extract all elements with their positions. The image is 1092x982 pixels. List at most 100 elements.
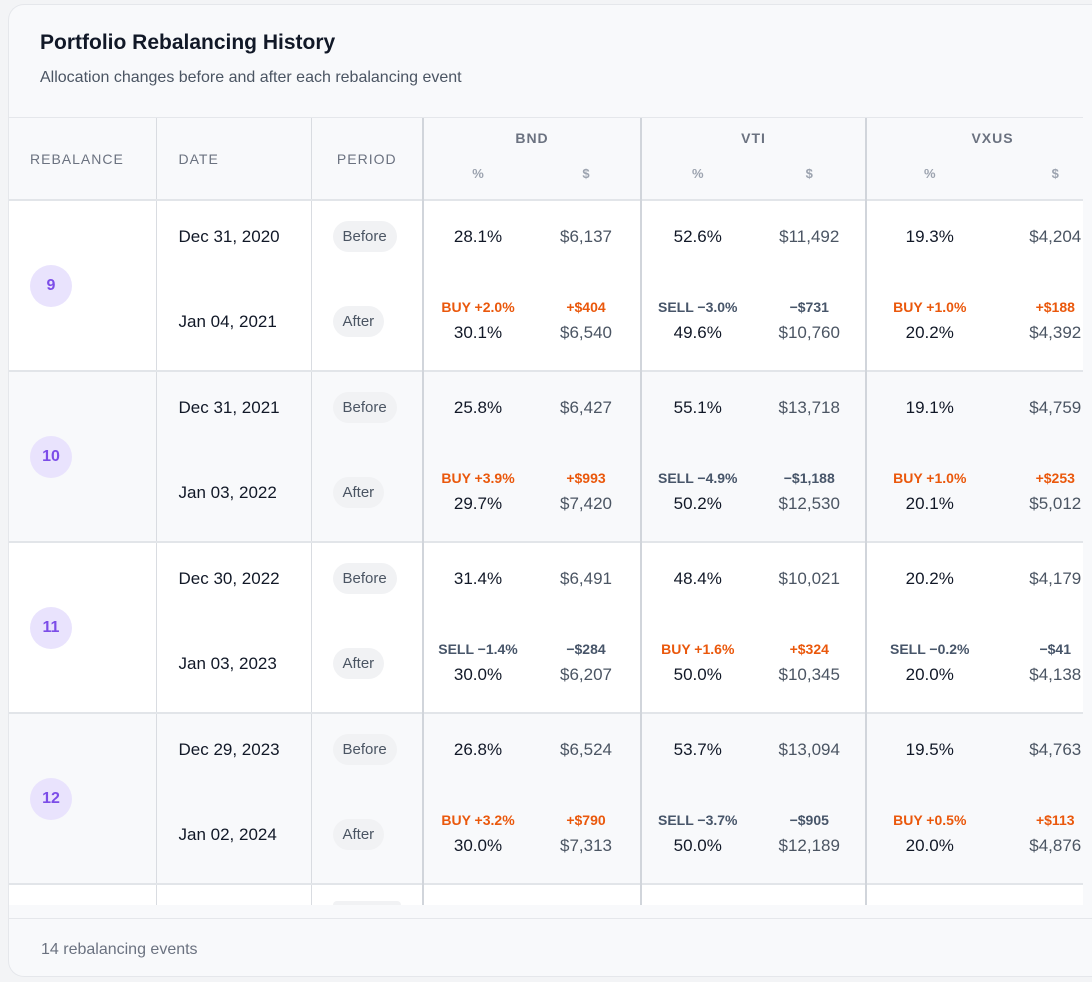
before-date: Dec 31, 2020 (178, 227, 280, 246)
vti-cell: 55.1% $13,718 SELL −4.9% −$1,188 50.2% $12,53… (641, 371, 867, 542)
col-group-bnd: BND% $ (423, 118, 642, 200)
trade-percent-change: SELL −1.4% (438, 641, 518, 657)
vxus-cell: 19.5% $4,763 BUY +0.5% +$113 20.0% $4,876 (866, 713, 1083, 884)
page-title: Portfolio Rebalancing History (40, 31, 336, 54)
before-amount: $4,759 (1029, 398, 1082, 417)
table-footer: 14 rebalancing events (9, 918, 1092, 977)
date-cell: Dec 31, 2021 Jan 03, 2022 (156, 371, 312, 542)
after-percent: 50.2% (673, 494, 722, 513)
before-percent: 26.8% (453, 740, 503, 759)
before-pill: Before (332, 563, 397, 594)
col-header-date[interactable]: DATE (156, 118, 312, 200)
after-amount: $10,345 (778, 665, 840, 684)
trade-amount-change: −$905 (789, 812, 829, 828)
rebalance-number-badge: 9 (30, 264, 72, 307)
before-percent: 52.6% (673, 227, 722, 246)
before-amount: $6,137 (560, 227, 612, 246)
bnd-cell: 31.4% $6,491 SELL −1.4% −$284 30.0% $6,207 (423, 542, 642, 713)
date-cell: Dec 29, 2023 Jan 02, 2024 (156, 713, 312, 884)
bnd-cell: 26.8% $6,524 BUY +3.2% +$790 30.0% $7,313 (423, 713, 642, 884)
bnd-cell: 25.8% $6,427 BUY +3.9% +$993 29.7% $7,420 (423, 371, 642, 542)
trade-percent-change: SELL −3.0% (657, 299, 738, 315)
before-amount: $10,021 (778, 569, 840, 588)
before-amount: $6,524 (560, 740, 612, 759)
rebalancing-card: Portfolio Rebalancing History Allocation… (8, 4, 1092, 977)
table-scroll-container[interactable]: REBALANCE DATE PERIOD BND% $ VTI% $ VXUS% $ 9 Dec… (9, 117, 1083, 918)
after-percent: 20.0% (905, 665, 954, 684)
asset-name: BND (515, 130, 549, 146)
before-date: Dec 31, 2021 (178, 398, 280, 417)
after-amount: $4,392 (1029, 323, 1082, 342)
after-amount: $4,876 (1029, 836, 1082, 855)
before-percent: 19.3% (905, 227, 954, 246)
before-amount: $4,204 (1029, 227, 1082, 246)
table-row[interactable]: 10 Dec 31, 2021 Jan 03, 2022 Before After 25.… (9, 371, 1083, 542)
before-amount: $4,763 (1029, 740, 1082, 759)
after-amount: $5,012 (1029, 494, 1082, 513)
after-date: Jan 04, 2021 (178, 312, 277, 331)
table-row-partial (9, 884, 1083, 905)
table-row[interactable]: 9 Dec 31, 2020 Jan 04, 2021 Before After 28.1… (9, 200, 1083, 371)
after-percent: 20.0% (905, 836, 954, 855)
before-percent: 25.8% (453, 398, 503, 417)
trade-percent-change: SELL −3.7% (657, 812, 738, 828)
after-percent: 30.1% (453, 323, 503, 342)
vti-cell: 48.4% $10,021 BUY +1.6% +$324 50.0% $10,345 (641, 542, 867, 713)
col-group-vxus: VXUS% $ (866, 118, 1083, 200)
before-pill: Before (332, 734, 397, 765)
col-group-vti: VTI% $ (641, 118, 867, 200)
period-cell: Before After (311, 371, 424, 542)
before-percent: 31.4% (453, 569, 503, 588)
before-percent: 55.1% (673, 398, 722, 417)
after-percent: 20.1% (905, 494, 954, 513)
before-pill: Before (332, 221, 397, 252)
after-amount: $7,420 (560, 494, 612, 513)
after-percent: 20.2% (905, 323, 954, 342)
after-pill: After (332, 477, 385, 508)
after-amount: $7,313 (560, 836, 612, 855)
before-pill-partial (332, 901, 401, 905)
trade-amount-change: +$404 (566, 299, 606, 315)
before-amount: $13,718 (778, 398, 840, 417)
trade-amount-change: +$253 (1035, 470, 1075, 486)
before-amount: $6,427 (560, 398, 612, 417)
subheader-percent: % (923, 166, 936, 181)
col-header-rebalance[interactable]: REBALANCE (9, 118, 157, 200)
rebalance-cell: 12 (9, 713, 157, 884)
before-pill: Before (332, 392, 397, 423)
after-date: Jan 02, 2024 (178, 825, 277, 844)
trade-percent-change: BUY +3.2% (441, 812, 515, 828)
table-row[interactable]: 12 Dec 29, 2023 Jan 02, 2024 Before After 26.… (9, 713, 1083, 884)
trade-amount-change: +$188 (1035, 299, 1075, 315)
after-amount: $12,530 (778, 494, 840, 513)
period-cell: Before After (311, 542, 424, 713)
after-amount: $6,207 (560, 665, 612, 684)
col-header-period[interactable]: PERIOD (311, 118, 424, 200)
after-pill: After (332, 819, 385, 850)
trade-amount-change: −$1,188 (783, 470, 835, 486)
rebalance-number-badge: 12 (30, 777, 72, 820)
subheader-dollar: $ (582, 166, 590, 181)
date-cell: Dec 31, 2020 Jan 04, 2021 (156, 200, 312, 371)
bnd-cell: 28.1% $6,137 BUY +2.0% +$404 30.1% $6,540 (423, 200, 642, 371)
before-percent: 20.2% (905, 569, 954, 588)
vxus-cell: 19.1% $4,759 BUY +1.0% +$253 20.1% $5,012 (866, 371, 1083, 542)
before-amount: $11,492 (779, 227, 840, 246)
rebalance-cell: 9 (9, 200, 157, 371)
trade-percent-change: SELL −4.9% (657, 470, 738, 486)
trade-percent-change: BUY +1.0% (893, 299, 967, 315)
date-cell: Dec 30, 2022 Jan 03, 2023 (156, 542, 312, 713)
after-percent: 49.6% (673, 323, 722, 342)
trade-percent-change: BUY +2.0% (441, 299, 515, 315)
trade-amount-change: +$993 (566, 470, 606, 486)
after-percent: 29.7% (453, 494, 503, 513)
table-row[interactable]: 11 Dec 30, 2022 Jan 03, 2023 Before After 31.… (9, 542, 1083, 713)
after-percent: 30.0% (453, 665, 503, 684)
before-date: Dec 30, 2022 (178, 569, 280, 588)
before-percent: 48.4% (673, 569, 722, 588)
before-amount: $6,491 (560, 569, 612, 588)
before-amount: $4,179 (1029, 569, 1082, 588)
after-date: Jan 03, 2023 (178, 654, 277, 673)
rebalance-cell: 10 (9, 371, 157, 542)
after-date: Jan 03, 2022 (178, 483, 277, 502)
